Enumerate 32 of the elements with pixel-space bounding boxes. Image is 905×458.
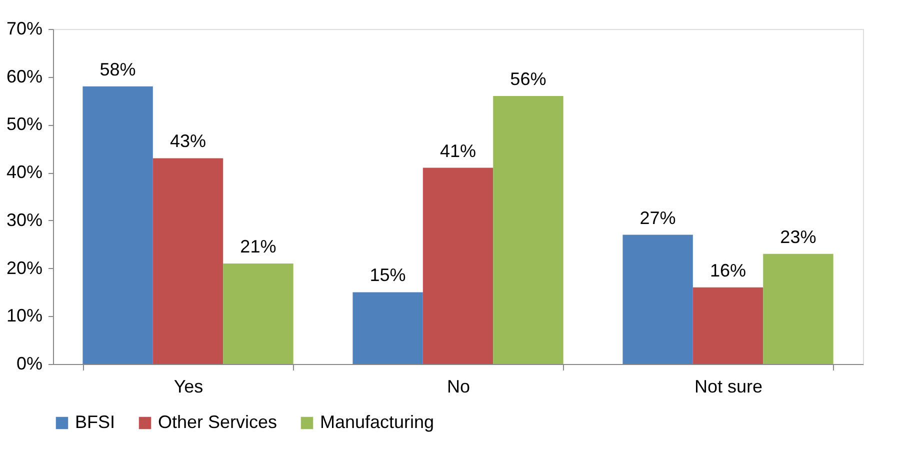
bar	[352, 292, 423, 364]
y-tick-label: 40%	[6, 162, 42, 182]
bar	[493, 96, 564, 364]
x-tick-label: No	[446, 376, 470, 396]
y-tick-label: 60%	[6, 66, 42, 86]
y-tick-label: 10%	[6, 306, 42, 326]
text: 41%	[440, 140, 476, 161]
text: 56%	[510, 69, 546, 89]
text: 43%	[170, 131, 206, 152]
text: 15%	[370, 265, 406, 286]
text: 27%	[640, 208, 676, 228]
bar	[152, 158, 224, 364]
y-tick-label: 20%	[6, 258, 42, 278]
y-tick-label: 70%	[6, 18, 42, 38]
bar	[622, 234, 693, 364]
bar	[763, 254, 834, 364]
y-tick-label: 50%	[6, 114, 42, 134]
bar	[223, 264, 294, 364]
y-tick-label: 30%	[6, 210, 42, 230]
bar	[422, 168, 494, 364]
legend-label: Manufacturing	[320, 412, 434, 432]
x-tick-label: Yes	[174, 376, 204, 396]
text: 21%	[240, 236, 276, 256]
y-tick-label: 0%	[16, 354, 42, 374]
text: 16%	[710, 260, 746, 280]
bar	[82, 86, 153, 364]
text: 58%	[100, 59, 136, 80]
bar	[692, 287, 764, 364]
text: 23%	[780, 226, 816, 247]
legend-label: Other Services	[158, 412, 278, 432]
x-tick-label: Not sure	[694, 376, 763, 396]
legend-label: BFSI	[75, 412, 116, 432]
